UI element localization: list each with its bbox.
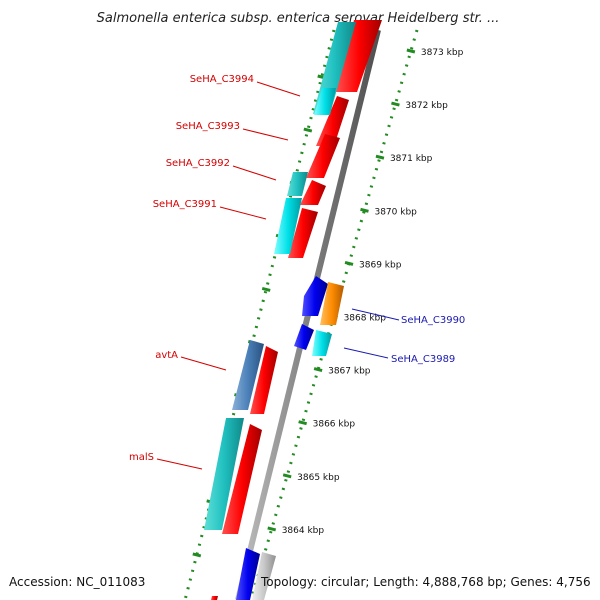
gene-label[interactable]: SeHA_C3993 — [176, 121, 240, 132]
genome-summary-text: Topology: circular; Length: 4,888,768 bp… — [260, 575, 591, 589]
gene-feature-cyan[interactable] — [314, 88, 336, 115]
gene-label[interactable]: SeHA_C3990 — [401, 315, 465, 326]
inner-tick — [303, 127, 313, 133]
gene-label[interactable]: SeHA_C3991 — [153, 199, 217, 210]
scale-tick — [282, 473, 292, 479]
gene-label[interactable]: avtA — [155, 350, 178, 361]
scale-ticks: 3873 kbp 3872 kbp 3871 kbp 3870 kbp 3869 kbp… — [192, 48, 464, 558]
scale-tick-label: 3864 kbp — [282, 526, 325, 536]
gene-feature-teal[interactable] — [287, 172, 308, 196]
gene-label[interactable]: malS — [129, 452, 154, 463]
scale-tick-label: 3871 kbp — [390, 154, 433, 164]
scale-tick-label: 3866 kbp — [313, 420, 356, 430]
scale-tick-label: 3868 kbp — [344, 314, 387, 324]
scale-tick-label: 3870 kbp — [374, 207, 417, 217]
leader-line — [156, 458, 203, 470]
gene-feature-forward[interactable] — [211, 596, 218, 600]
leader-line — [232, 165, 277, 181]
leader-line — [343, 347, 389, 359]
scale-tick-label: 3872 kbp — [405, 101, 448, 111]
scale-tick — [391, 101, 400, 107]
gene-feature-teal[interactable] — [204, 418, 244, 530]
map-title: Salmonella enterica subsp. enterica sero… — [97, 11, 500, 26]
leader-line — [219, 206, 267, 220]
gene-feature-reverse[interactable] — [302, 276, 328, 316]
gene-feature-orange[interactable] — [320, 282, 344, 325]
gene-feature-forward[interactable] — [300, 180, 326, 205]
gene-features — [204, 20, 382, 600]
scale-tick-label: 3869 kbp — [359, 260, 402, 270]
gene-feature-cyan[interactable] — [274, 198, 302, 254]
leader-line — [256, 81, 301, 97]
scale-tick — [313, 367, 323, 373]
gene-feature-forward[interactable] — [316, 96, 349, 146]
accession-text: Accession: NC_011083 — [9, 575, 145, 589]
gene-feature-reverse[interactable] — [294, 324, 314, 350]
scale-tick-label: 3873 kbp — [421, 48, 464, 58]
scale-tick-label: 3867 kbp — [328, 367, 371, 377]
inner-tick — [192, 552, 202, 558]
gene-feature-steelblue[interactable] — [232, 340, 264, 410]
gene-feature-grey[interactable] — [252, 552, 276, 600]
leader-line — [351, 308, 400, 321]
inner-tick — [261, 286, 271, 292]
gene-label[interactable]: SeHA_C3989 — [391, 354, 455, 365]
gene-feature-reverse[interactable] — [236, 548, 260, 600]
gene-feature-forward[interactable] — [336, 20, 382, 92]
scale-tick — [375, 154, 385, 160]
scale-tick — [406, 48, 416, 54]
gene-label[interactable]: SeHA_C3994 — [190, 74, 254, 85]
gene-label[interactable]: SeHA_C3992 — [166, 158, 230, 169]
leader-line — [242, 128, 289, 141]
gene-feature-forward[interactable] — [250, 346, 278, 414]
scale-tick — [344, 260, 354, 266]
scale-tick-label: 3865 kbp — [297, 473, 340, 483]
gene-feature-forward[interactable] — [222, 424, 262, 534]
scale-tick — [298, 420, 307, 426]
leader-line — [180, 356, 227, 371]
gene-feature-forward[interactable] — [288, 208, 318, 258]
scale-tick — [360, 207, 369, 213]
scale-tick — [267, 526, 277, 532]
gene-feature-forward[interactable] — [306, 134, 340, 178]
gene-feature-cyan[interactable] — [312, 330, 332, 356]
gene-labels: SeHA_C3994 SeHA_C3993 SeHA_C3992 SeHA_C3… — [129, 74, 465, 470]
